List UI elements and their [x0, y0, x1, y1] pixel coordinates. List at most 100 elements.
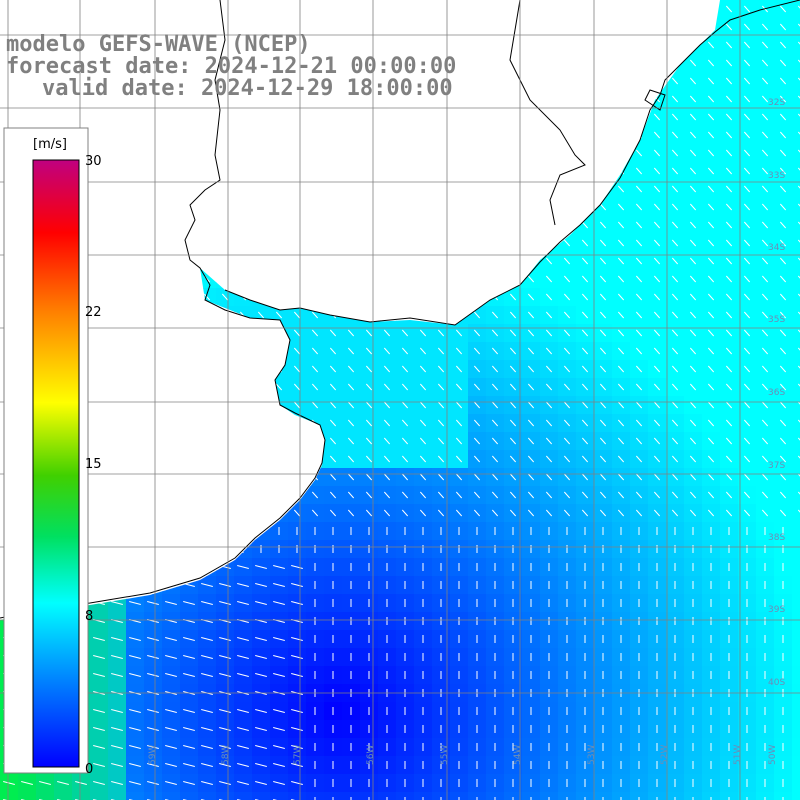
- speed-cell: [540, 234, 559, 253]
- wind-arrow: [509, 347, 517, 355]
- wind-arrow: [203, 383, 211, 391]
- speed-cell: [576, 72, 595, 91]
- wind-arrow: [329, 221, 337, 229]
- speed-cell: [108, 576, 127, 595]
- wind-arrow: [419, 509, 427, 517]
- wind-arrow: [203, 347, 211, 355]
- speed-cell: [630, 72, 649, 91]
- wind-arrow: [725, 59, 733, 67]
- speed-cell: [234, 126, 253, 145]
- wind-arrow: [581, 221, 589, 229]
- wind-arrow: [347, 167, 355, 175]
- wind-arrow: [185, 491, 193, 499]
- speed-cell: [126, 342, 145, 361]
- wind-arrow: [237, 745, 249, 749]
- wind-arrow: [707, 257, 715, 265]
- wind-arrow: [311, 275, 319, 283]
- speed-cell: [198, 306, 217, 325]
- speed-cell: [792, 576, 800, 595]
- speed-cell: [162, 792, 181, 800]
- speed-cell: [414, 198, 433, 217]
- wind-arrow: [185, 23, 193, 31]
- wind-arrow: [725, 185, 733, 193]
- speed-cell: [396, 270, 415, 289]
- wind-arrow: [95, 293, 103, 301]
- speed-cell: [234, 0, 253, 19]
- wind-arrow: [779, 329, 787, 337]
- wind-arrow: [257, 491, 265, 499]
- wind-arrow: [473, 149, 481, 157]
- speed-cell: [414, 126, 433, 145]
- speed-cell: [306, 234, 325, 253]
- wind-arrow: [707, 347, 715, 355]
- colorbar-tick-15: 15: [85, 457, 102, 472]
- wind-arrow: [797, 41, 800, 49]
- speed-cell: [396, 234, 415, 253]
- speed-cell: [144, 306, 163, 325]
- speed-cell: [450, 108, 469, 127]
- wind-arrow: [635, 365, 643, 373]
- wind-arrow: [581, 41, 589, 49]
- wind-arrow: [599, 311, 607, 319]
- speed-cell: [450, 288, 469, 307]
- speed-cell: [198, 450, 217, 469]
- wind-arrow: [563, 59, 571, 67]
- wind-arrow: [437, 131, 445, 139]
- wind-arrow: [113, 311, 121, 319]
- wind-arrow: [671, 221, 679, 229]
- speed-cell: [792, 666, 800, 685]
- wind-arrow: [437, 437, 445, 445]
- speed-cell: [144, 180, 163, 199]
- speed-cell: [126, 198, 145, 217]
- wind-arrow: [167, 419, 175, 427]
- wind-arrow: [113, 185, 121, 193]
- wind-arrow: [293, 419, 301, 427]
- speed-cell: [792, 360, 800, 379]
- wind-arrow: [509, 149, 517, 157]
- wind-arrow: [491, 95, 499, 103]
- wind-arrow: [239, 113, 247, 121]
- wind-arrow: [311, 437, 319, 445]
- wind-arrow: [77, 5, 85, 13]
- wind-arrow: [707, 59, 715, 67]
- wind-arrow: [581, 419, 589, 427]
- speed-cell: [360, 792, 379, 800]
- wind-arrow: [167, 167, 175, 175]
- wind-arrow: [437, 275, 445, 283]
- wind-arrow: [743, 185, 751, 193]
- wind-arrow: [419, 473, 427, 481]
- wind-arrow: [617, 401, 625, 409]
- wind-arrow: [545, 329, 553, 337]
- wind-arrow: [39, 781, 51, 785]
- wind-arrow: [743, 329, 751, 337]
- wind-arrow: [113, 5, 121, 13]
- wind-arrow: [219, 763, 231, 767]
- wind-arrow: [599, 365, 607, 373]
- speed-cell: [270, 414, 289, 433]
- wind-arrow: [617, 347, 625, 355]
- wind-arrow: [257, 509, 265, 517]
- wind-arrow: [383, 113, 391, 121]
- speed-cell: [270, 486, 289, 505]
- speed-cell: [540, 792, 559, 800]
- wind-arrow: [797, 149, 800, 157]
- wind-arrow: [797, 383, 800, 391]
- wind-arrow: [527, 203, 535, 211]
- lon-label: 58W: [221, 745, 231, 765]
- speed-cell: [108, 126, 127, 145]
- speed-cell: [234, 486, 253, 505]
- wind-arrow: [347, 383, 355, 391]
- wind-arrow: [437, 365, 445, 373]
- wind-arrow: [167, 275, 175, 283]
- wind-arrow: [365, 257, 373, 265]
- speed-cell: [378, 180, 397, 199]
- speed-cell: [18, 108, 37, 127]
- speed-cell: [108, 396, 127, 415]
- speed-cell: [450, 180, 469, 199]
- wind-arrow: [221, 437, 229, 445]
- speed-cell: [198, 378, 217, 397]
- speed-cell: [252, 108, 271, 127]
- wind-arrow: [95, 239, 103, 247]
- wind-arrow: [203, 401, 211, 409]
- wind-arrow: [473, 257, 481, 265]
